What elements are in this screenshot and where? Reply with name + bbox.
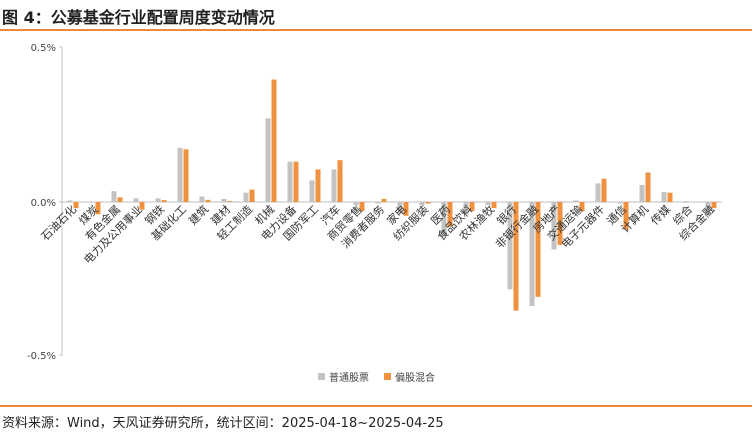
bar-series-1 bbox=[199, 196, 205, 202]
bar-series-2 bbox=[293, 161, 299, 202]
bar-series-2 bbox=[491, 202, 497, 209]
bar-series-1 bbox=[507, 202, 513, 290]
footer-rule bbox=[0, 405, 752, 407]
bar-series-1 bbox=[155, 198, 161, 202]
bar-series-1 bbox=[529, 202, 535, 307]
figure-title: 图 4：公募基金行业配置周度变动情况 bbox=[2, 8, 275, 27]
bar-series-1 bbox=[595, 183, 601, 202]
bar-series-2 bbox=[205, 199, 211, 202]
bar-series-1 bbox=[661, 192, 667, 202]
bar-series-1 bbox=[67, 200, 73, 202]
bar-series-2 bbox=[139, 202, 145, 210]
bar-series-2 bbox=[513, 202, 519, 311]
bar-series-2 bbox=[403, 202, 409, 216]
legend-swatch-2 bbox=[384, 373, 391, 380]
bar-chart: 0.5%0.0%-0.5%石油石化煤炭有色金属电力及公用事业钢铁基础化工建筑建材… bbox=[27, 43, 722, 384]
bar-series-2 bbox=[579, 202, 585, 212]
bar-series-2 bbox=[315, 169, 321, 202]
bar-series-1 bbox=[353, 202, 359, 206]
bar-series-1 bbox=[485, 202, 491, 206]
bar-series-1 bbox=[375, 202, 381, 204]
bar-series-1 bbox=[683, 201, 689, 202]
legend-swatch-1 bbox=[318, 373, 325, 380]
bar-series-2 bbox=[359, 202, 365, 212]
title-rule bbox=[0, 29, 752, 31]
bar-series-1 bbox=[463, 202, 469, 215]
y-tick-label: 0.5% bbox=[31, 43, 56, 54]
bar-series-2 bbox=[183, 149, 189, 202]
bar-series-2 bbox=[711, 202, 717, 209]
bar-series-1 bbox=[221, 198, 227, 202]
bar-series-1 bbox=[639, 184, 645, 202]
bar-series-2 bbox=[117, 197, 123, 202]
bar-series-2 bbox=[227, 201, 233, 202]
bar-series-2 bbox=[95, 202, 101, 215]
bar-series-1 bbox=[705, 202, 711, 215]
y-tick-label: -0.5% bbox=[27, 351, 56, 362]
bar-series-2 bbox=[249, 189, 255, 202]
bar-series-1 bbox=[133, 198, 139, 202]
x-tick-label: 传媒 bbox=[648, 203, 673, 228]
bar-series-2 bbox=[447, 202, 453, 227]
bar-series-2 bbox=[425, 202, 431, 204]
bar-series-1 bbox=[287, 161, 293, 202]
bar-series-1 bbox=[441, 202, 447, 236]
bar-series-1 bbox=[309, 180, 315, 202]
x-tick-label: 建筑 bbox=[186, 202, 211, 227]
bar-series-1 bbox=[551, 202, 557, 250]
bar-series-2 bbox=[623, 202, 629, 230]
bar-series-1 bbox=[617, 202, 623, 204]
bar-series-1 bbox=[419, 202, 425, 206]
source-note: 资料来源：Wind，天风证券研究所，统计区间：2025-04-18~2025-0… bbox=[2, 416, 444, 431]
bar-series-2 bbox=[337, 160, 343, 202]
bar-series-1 bbox=[177, 147, 183, 202]
legend-label-1: 普通股票 bbox=[329, 371, 369, 384]
bar-series-2 bbox=[601, 178, 607, 202]
bar-series-2 bbox=[381, 198, 387, 202]
bar-series-1 bbox=[397, 202, 403, 213]
bar-series-2 bbox=[645, 172, 651, 202]
bar-series-1 bbox=[243, 192, 249, 202]
bar-series-1 bbox=[111, 191, 117, 202]
bar-series-2 bbox=[161, 200, 167, 202]
bar-series-2 bbox=[73, 202, 79, 209]
bar-series-2 bbox=[557, 202, 563, 245]
bar-series-1 bbox=[331, 169, 337, 202]
legend-label-2: 偏股混合 bbox=[395, 371, 435, 384]
bar-series-2 bbox=[667, 192, 673, 202]
bar-series-2 bbox=[469, 202, 475, 212]
bar-series-2 bbox=[271, 79, 277, 202]
bar-series-2 bbox=[535, 202, 541, 297]
bar-series-1 bbox=[573, 200, 579, 202]
bar-series-1 bbox=[265, 118, 271, 202]
y-tick-label: 0.0% bbox=[31, 198, 56, 209]
